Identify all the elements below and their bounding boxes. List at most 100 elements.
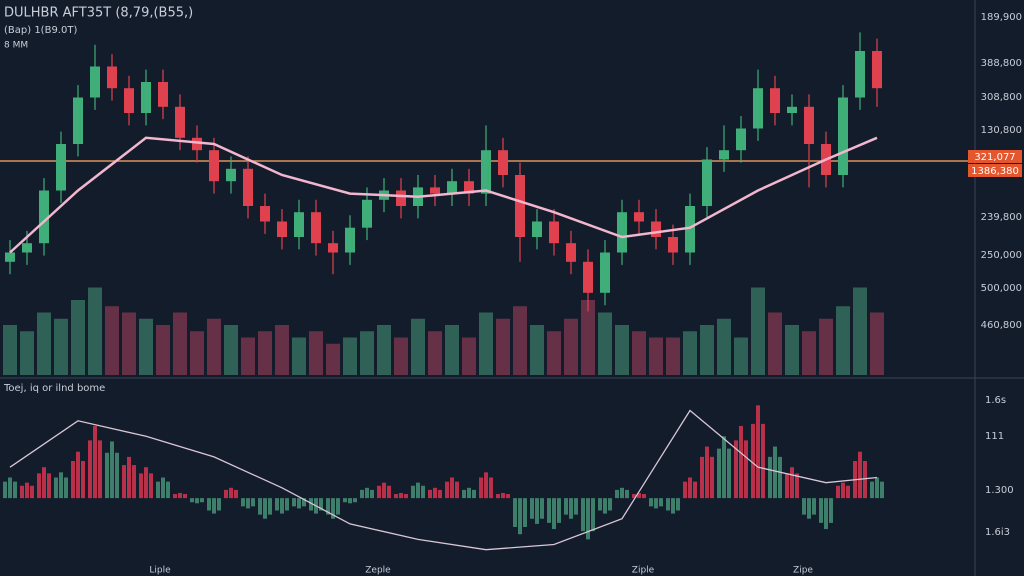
volume-bar bbox=[785, 325, 799, 375]
volume-bar bbox=[88, 287, 102, 375]
histogram-bar bbox=[190, 498, 194, 503]
histogram-bar bbox=[722, 436, 726, 499]
histogram-bar bbox=[3, 481, 7, 499]
candle-body bbox=[685, 206, 695, 253]
histogram-bar bbox=[768, 456, 772, 499]
histogram-bar bbox=[870, 481, 874, 499]
histogram-bar bbox=[161, 477, 165, 499]
histogram-bar bbox=[620, 487, 624, 499]
histogram-bar bbox=[127, 456, 131, 499]
histogram-bar bbox=[377, 485, 381, 499]
histogram-bar bbox=[421, 485, 425, 499]
price-tag-label: 321,077 bbox=[974, 152, 1015, 163]
candle-body bbox=[855, 51, 865, 98]
histogram-bar bbox=[139, 473, 143, 499]
chart-subtitle: (Bap) 1(B9.0T) bbox=[4, 25, 77, 36]
volume-bar bbox=[564, 318, 578, 375]
volume-bar bbox=[513, 306, 527, 375]
candle-body bbox=[396, 190, 406, 206]
histogram-bar bbox=[598, 498, 602, 511]
histogram-bar bbox=[761, 423, 765, 499]
histogram-bar bbox=[110, 441, 114, 499]
histogram-bar bbox=[649, 498, 653, 507]
histogram-bar bbox=[552, 498, 556, 530]
histogram-bar bbox=[42, 467, 46, 499]
volume-bar bbox=[598, 312, 612, 375]
histogram-bar bbox=[676, 498, 680, 511]
candle-body bbox=[226, 168, 236, 182]
volume-bar bbox=[819, 318, 833, 375]
volume-bar bbox=[224, 325, 238, 375]
histogram-bar bbox=[790, 467, 794, 499]
histogram-bar bbox=[671, 498, 675, 514]
histogram-bar bbox=[591, 498, 595, 532]
candle-body bbox=[515, 175, 525, 237]
histogram-bar bbox=[336, 498, 340, 515]
volume-bar bbox=[309, 331, 323, 375]
volume-bar bbox=[768, 312, 782, 375]
histogram-bar bbox=[654, 498, 658, 509]
volume-bar bbox=[292, 337, 306, 375]
histogram-bar bbox=[540, 498, 544, 519]
volume-bar bbox=[275, 325, 289, 375]
volume-bar bbox=[411, 318, 425, 375]
x-axis-label: Zipe bbox=[793, 566, 813, 576]
histogram-bar bbox=[30, 485, 34, 499]
histogram-bar bbox=[445, 481, 449, 499]
histogram-bar bbox=[387, 485, 391, 499]
histogram-bar bbox=[795, 473, 799, 499]
histogram-bar bbox=[343, 498, 347, 503]
histogram-bar bbox=[200, 498, 204, 503]
candle-body bbox=[158, 82, 168, 107]
candle-body bbox=[872, 51, 882, 89]
volume-bar bbox=[870, 312, 884, 375]
histogram-bar bbox=[326, 498, 330, 515]
volume-bar bbox=[666, 337, 680, 375]
histogram-bar bbox=[455, 481, 459, 499]
volume-bar bbox=[734, 337, 748, 375]
volume-bar bbox=[241, 337, 255, 375]
volume-bar bbox=[581, 300, 595, 375]
histogram-bar bbox=[428, 489, 432, 499]
candle-body bbox=[209, 150, 219, 182]
histogram-bar bbox=[217, 498, 221, 511]
histogram-bar bbox=[319, 498, 323, 511]
histogram-bar bbox=[132, 465, 136, 499]
candle-body bbox=[498, 150, 508, 175]
candle-body bbox=[73, 97, 83, 144]
histogram-bar bbox=[756, 405, 760, 499]
histogram-bar bbox=[178, 492, 182, 499]
volume-bar bbox=[37, 312, 51, 375]
histogram-bar bbox=[581, 498, 585, 532]
histogram-bar bbox=[824, 498, 828, 530]
histogram-bar bbox=[547, 498, 551, 523]
candle-body bbox=[294, 212, 304, 237]
histogram-bar bbox=[705, 446, 709, 499]
indicator-axis-label: 1.6s bbox=[985, 395, 1006, 406]
histogram-bar bbox=[438, 489, 442, 499]
histogram-bar bbox=[642, 494, 646, 499]
candle-body bbox=[736, 128, 746, 151]
candle-body bbox=[311, 212, 321, 244]
histogram-bar bbox=[25, 482, 29, 499]
histogram-bar bbox=[268, 498, 272, 515]
histogram-bar bbox=[688, 477, 692, 499]
histogram-bar bbox=[829, 498, 833, 523]
volume-bar bbox=[530, 325, 544, 375]
histogram-bar bbox=[501, 492, 505, 499]
histogram-bar bbox=[858, 451, 862, 499]
volume-bar bbox=[632, 331, 646, 375]
candle-body bbox=[651, 221, 661, 237]
y-axis-label: 308,800 bbox=[981, 92, 1022, 103]
x-axis-label: Liple bbox=[149, 566, 171, 576]
histogram-bar bbox=[739, 425, 743, 499]
volume-bar bbox=[717, 318, 731, 375]
price-tag bbox=[968, 150, 1022, 163]
y-axis-label: 388,800 bbox=[981, 58, 1022, 69]
moving-average bbox=[9, 136, 878, 254]
histogram-bar bbox=[717, 448, 721, 499]
candle-body bbox=[787, 106, 797, 113]
histogram-bar bbox=[637, 492, 641, 499]
chart-title: DULHBR AFT35T (8,79,(B55,) bbox=[4, 6, 193, 21]
